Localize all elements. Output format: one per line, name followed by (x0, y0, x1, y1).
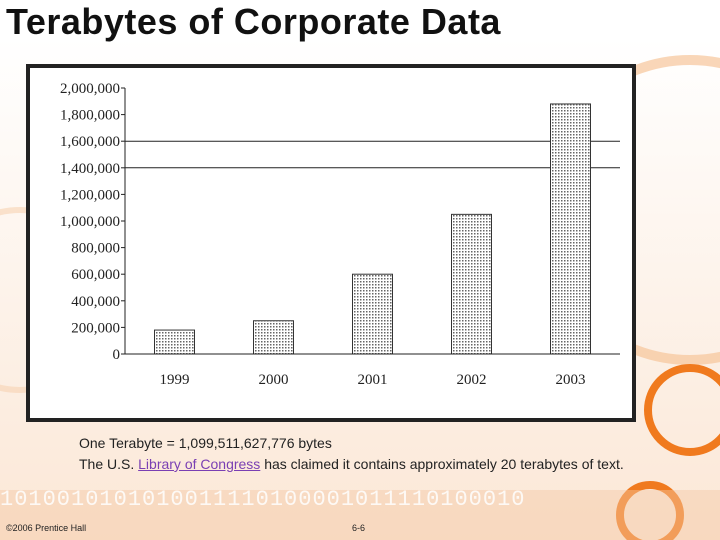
caption: One Terabyte = 1,099,511,627,776 bytes T… (79, 433, 709, 475)
slide-title: Terabytes of Corporate Data (6, 1, 501, 42)
bar-2003 (550, 103, 591, 355)
bar-2000 (253, 320, 294, 355)
y-tick-label: 400,000 (71, 294, 120, 310)
statement-prefix: The U.S. (79, 456, 139, 472)
x-tick-label: 2001 (358, 372, 388, 388)
copyright-footer: ©2006 Prentice Hall (6, 523, 87, 533)
y-tick-label: 1,400,000 (60, 161, 120, 177)
bars (154, 103, 591, 355)
gridlines (125, 140, 620, 169)
library-of-congress-link[interactable]: Library of Congress (138, 456, 261, 472)
y-tick-label: 1,800,000 (60, 108, 120, 124)
terabyte-definition: One Terabyte = 1,099,511,627,776 bytes (79, 435, 332, 451)
bar-chart: 0 200,000 400,000 600,000 800,000 1,000,000 1,… (60, 81, 620, 388)
y-tick-label: 1,200,000 (60, 187, 120, 203)
x-tick-label: 2000 (259, 372, 289, 388)
decorative-circle-small (644, 364, 720, 456)
chart-frame: 0 200,000 400,000 600,000 800,000 1,000,000 1,… (26, 64, 636, 422)
y-tick-label: 2,000,000 (60, 81, 120, 97)
y-tick-label: 200,000 (71, 320, 120, 336)
x-axis-ticks: 1999 2000 2001 2002 2003 (160, 372, 586, 388)
y-tick-label: 600,000 (71, 267, 120, 283)
y-tick-label: 1,600,000 (60, 134, 120, 150)
bar-1999 (154, 329, 195, 355)
x-tick-label: 1999 (160, 372, 190, 388)
x-tick-label: 2002 (457, 372, 487, 388)
page-number: 6-6 (352, 523, 366, 533)
y-tick-label: 1,000,000 (60, 214, 120, 230)
bar-2001 (352, 273, 393, 355)
bar-2002 (451, 213, 492, 355)
axes (121, 87, 620, 355)
library-statement: The U.S. Library of Congress has claimed… (79, 454, 709, 475)
y-axis-ticks: 0 200,000 400,000 600,000 800,000 1,000,000 1,… (60, 81, 120, 363)
decorative-circle-footer (616, 481, 684, 540)
y-tick-label: 0 (113, 347, 121, 363)
y-tick-label: 800,000 (71, 241, 120, 257)
x-tick-label: 2003 (556, 372, 586, 388)
statement-suffix: has claimed it contains approximately 20… (260, 456, 624, 472)
binary-strip: 1010010101010011110100001011110100010 (0, 487, 525, 512)
